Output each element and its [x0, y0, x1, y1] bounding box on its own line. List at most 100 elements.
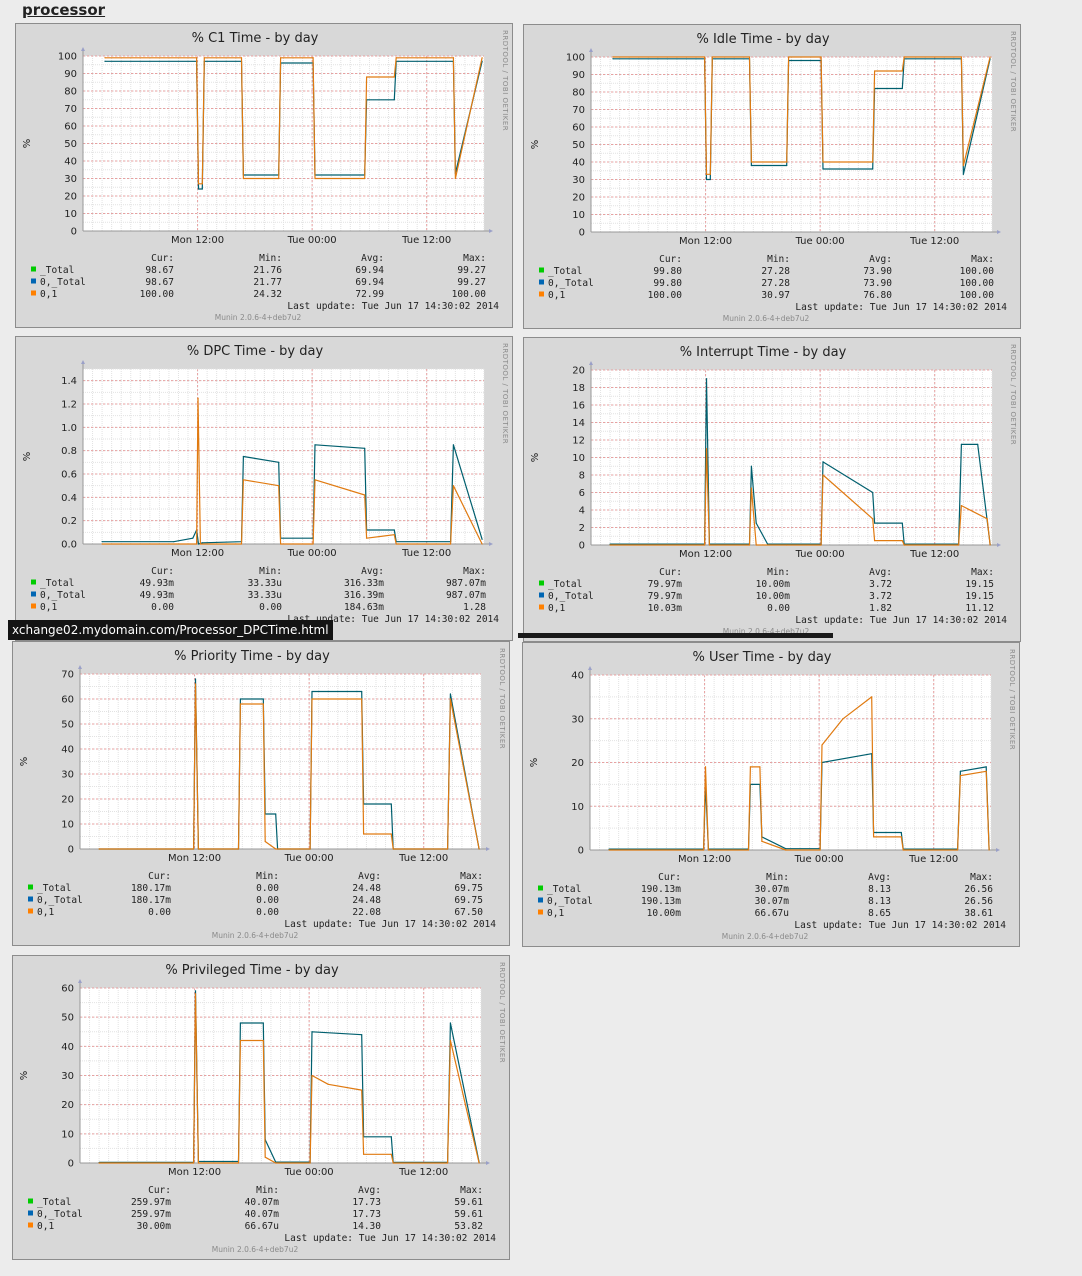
legend-swatch — [539, 291, 544, 297]
series-point — [449, 698, 452, 700]
y-axis-arrow — [589, 48, 593, 52]
rrdtool-watermark: RRDTOOL / TOBI OETIKER — [498, 648, 506, 749]
series-point — [262, 703, 264, 705]
legend-name: _Total — [548, 579, 582, 590]
series-point — [239, 703, 241, 705]
series-point — [901, 540, 903, 542]
legend-swatch — [539, 267, 544, 273]
y-tick-label: 1.4 — [61, 376, 77, 387]
graph-dpc-time[interactable]: % DPC Time - by day RRDTOOL / TOBI OETIKE… — [15, 336, 513, 641]
series-point — [748, 56, 751, 58]
series-point — [452, 485, 455, 487]
section-title[interactable]: processor — [22, 1, 106, 19]
y-tick-label: 6 — [579, 488, 585, 499]
legend-name: 0,_Total — [548, 591, 594, 602]
graph-interrupt-time[interactable]: % Interrupt Time - by day RRDTOOL / TOBI … — [523, 337, 1021, 642]
legend-swatch — [31, 603, 36, 609]
chart-title: % User Time - by day — [692, 650, 831, 665]
legend-value-max: 59.61 — [454, 1209, 483, 1220]
series-point — [785, 849, 787, 851]
graph-priority-time[interactable]: % Priority Time - by day RRDTOOL / TOBI O… — [12, 641, 510, 946]
series-point — [449, 1039, 452, 1042]
legend-value-cur: 0.00 — [151, 602, 174, 613]
y-tick-label: 20 — [572, 366, 585, 377]
series-point — [197, 1162, 199, 1164]
plot-area — [83, 369, 484, 544]
series-point — [264, 840, 266, 843]
rrdtool-watermark: RRDTOOL / TOBI OETIKER — [501, 343, 509, 444]
series-point — [820, 544, 822, 546]
series-point — [989, 56, 991, 58]
legend-value-avg: 73.90 — [863, 266, 892, 277]
series-point — [362, 1153, 365, 1155]
y-tick-label: 70 — [572, 105, 585, 116]
legend-col-header: Avg: — [361, 566, 384, 577]
legend-value-avg: 69.94 — [355, 265, 384, 276]
legend-value-min: 27.28 — [761, 266, 790, 277]
series-point — [759, 766, 761, 768]
y-tick-label: 50 — [61, 720, 74, 731]
y-tick-label: 100 — [566, 53, 585, 64]
legend-value-avg: 1.82 — [869, 603, 892, 614]
legend-swatch — [539, 580, 544, 586]
legend-value-max: 53.82 — [454, 1221, 483, 1232]
graph-c1-time[interactable]: % C1 Time - by day RRDTOOL / TOBI OETIKER… — [15, 23, 513, 328]
legend-value-avg: 24.48 — [352, 895, 381, 906]
series-line-total — [613, 58, 991, 181]
legend-value-avg: 8.65 — [868, 908, 891, 919]
series-point — [704, 56, 706, 58]
y-axis-arrow — [588, 666, 592, 670]
y-tick-label: 80 — [572, 88, 585, 99]
legend-col-header: Max: — [970, 872, 993, 883]
series-line-cpu1 — [99, 683, 480, 850]
series-point — [708, 544, 710, 546]
legend-name: _Total — [547, 884, 581, 895]
series-point — [239, 1022, 241, 1024]
x-axis-arrow — [997, 543, 1001, 547]
y-tick-label: 0 — [68, 1159, 74, 1170]
series-point — [704, 766, 707, 768]
y-tick-label: 10 — [64, 209, 77, 220]
y-tick-label: 50 — [572, 140, 585, 151]
legend-col-header: Max: — [463, 566, 486, 577]
series-point — [237, 848, 240, 850]
series-point — [822, 461, 824, 463]
series-point — [900, 836, 902, 838]
series-point — [98, 848, 100, 850]
legend-col-header: Cur: — [658, 872, 681, 883]
y-tick-label: 0 — [68, 845, 74, 856]
y-tick-label: 4 — [579, 506, 585, 517]
graph-privileged-time[interactable]: % Privileged Time - by day RRDTOOL / TOBI… — [12, 955, 510, 1260]
series-point — [237, 1162, 240, 1164]
x-tick-label: Tue 00:00 — [287, 235, 337, 246]
legend-value-min: 10.00m — [756, 579, 791, 590]
legend-col-header: Max: — [463, 253, 486, 264]
series-point — [239, 1039, 241, 1042]
y-tick-label: 14 — [572, 418, 585, 429]
series-point — [314, 479, 316, 481]
graph-user-time[interactable]: % User Time - by day RRDTOOL / TOBI OETIK… — [522, 642, 1020, 947]
legend-swatch — [28, 1210, 33, 1216]
series-point — [280, 57, 282, 59]
legend-col-header: Max: — [460, 871, 483, 882]
legend-value-avg: 17.73 — [352, 1197, 381, 1208]
y-tick-label: 90 — [572, 70, 585, 81]
x-tick-label: Mon 12:00 — [168, 1167, 221, 1178]
series-point — [481, 57, 483, 59]
series-point — [309, 848, 311, 850]
legend-col-header: Cur: — [659, 567, 682, 578]
y-tick-label: 50 — [61, 1013, 74, 1024]
y-tick-label: 0.0 — [61, 540, 77, 551]
series-point — [364, 494, 366, 496]
legend-value-avg: 316.33m — [344, 578, 384, 589]
y-tick-label: 20 — [64, 192, 77, 203]
series-point — [312, 543, 314, 545]
y-tick-label: 0.4 — [61, 493, 77, 504]
series-point — [239, 698, 241, 700]
y-tick-label: 60 — [64, 122, 77, 133]
legend-value-max: 59.61 — [454, 1197, 483, 1208]
y-tick-label: 50 — [64, 139, 77, 150]
legend-col-header: Cur: — [151, 253, 174, 264]
series-point — [705, 448, 708, 450]
graph-idle-time[interactable]: % Idle Time - by day RRDTOOL / TOBI OETIK… — [523, 24, 1021, 329]
